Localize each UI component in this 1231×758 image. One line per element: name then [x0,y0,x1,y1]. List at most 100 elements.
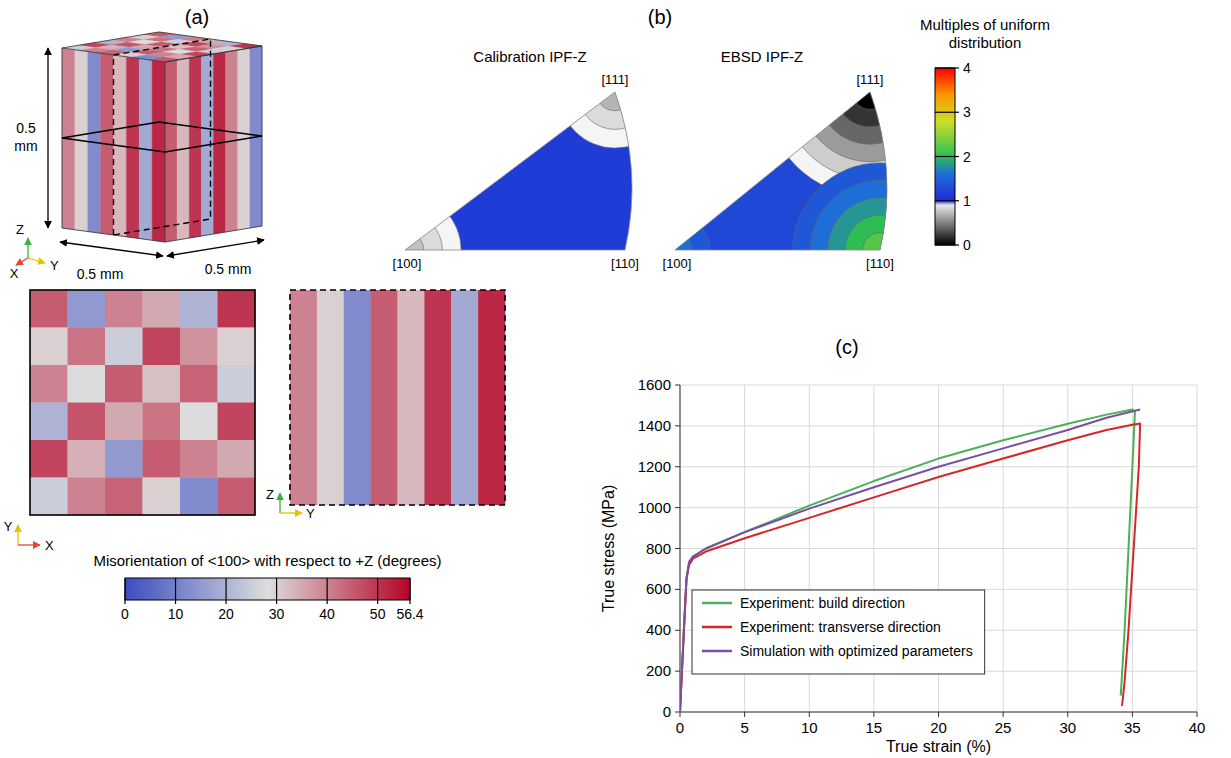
cube-edge [62,46,262,242]
section-plane-dashed [114,39,211,235]
grain-cell [68,365,106,403]
figure: (a)0.5mm0.5 mm0.5 mmZXYYXZYMisorientatio… [0,0,1231,758]
grain-cell [143,290,181,328]
colorbar-tick-label: 0 [963,237,971,253]
grid-line [680,385,681,712]
tick-label: 10 [801,719,818,736]
colorbar-title: Multiples of uniform [920,16,1050,33]
grain-stripe [451,290,478,505]
ipf-outline [675,92,887,250]
grain-cell [180,365,218,403]
grain-cell [143,440,181,478]
colorbar-tick [124,578,125,604]
tick [675,385,680,386]
colorbar-tick-label: 1 [963,193,971,209]
tick-label: 800 [646,540,671,557]
tick [1003,712,1004,717]
tick [938,712,939,717]
grid-line [680,385,1197,386]
ipf-title: Calibration IPF-Z [473,48,586,65]
grain-cell [30,365,68,403]
tick [1067,712,1068,717]
map-border [290,290,505,505]
tick [675,712,680,713]
dimension-label: mm [14,138,37,154]
grain-cell [143,403,181,441]
grain-cell [180,440,218,478]
tick [675,507,680,508]
tick-label: 1200 [638,458,671,475]
grain-stripe [344,290,371,505]
grid-line [680,548,1197,549]
grid-line [680,507,1197,508]
pole-label: [110] [866,256,894,271]
xy-map [30,290,255,515]
colorbar-tick-label: 30 [269,606,285,622]
tick [1132,712,1133,717]
grid [680,385,1197,712]
arrow [279,493,280,513]
colorbar-tick-label: 40 [319,606,335,622]
colorbar-tick [225,578,226,604]
colorbar-tick [175,578,176,604]
axis-title: True stress (MPa) [600,485,617,612]
legend-swatch [702,626,732,629]
legend-box [692,590,985,674]
arrow [27,238,28,258]
colorbar-tick [935,200,959,201]
axis-letter: Y [4,519,13,534]
grain-cell [30,290,68,328]
tick-label: 15 [866,719,883,736]
x-axis [680,712,1197,713]
tick [675,548,680,549]
grid-line [680,712,1197,713]
grain-cell [218,440,256,478]
arrow [60,242,163,256]
pole-label: [100] [393,256,422,271]
ipf-map [640,0,974,337]
grain-cell [218,365,256,403]
arrow [28,258,45,263]
cube [62,32,262,242]
colorbar-tick-label: 56.4 [396,606,423,622]
yz-map [290,290,505,505]
ipf-map [349,36,671,306]
axis-letter: X [45,538,54,553]
colorbar-tick [935,67,959,68]
colorbar-tick [377,578,378,604]
grain-cell [105,290,143,328]
tick [744,712,745,717]
colorbar-tick [327,578,328,604]
tick [675,589,680,590]
colorbar-tick-label: 4 [963,60,971,76]
colorbar-tick-label: 3 [963,104,971,120]
grain-cell [105,403,143,441]
grain-cell [180,403,218,441]
section-plane [62,122,262,152]
colorbar-tick [409,578,410,604]
grain-cell [148,57,181,62]
grid-line [680,425,1197,426]
grain-cell [105,365,143,403]
grain-cell [68,403,106,441]
tick [873,712,874,717]
colorbar-title: Misorientation of <100> with respect to … [93,552,441,569]
grain-cell [68,478,106,516]
tick-label: 25 [995,719,1012,736]
grain-stripe [371,290,398,505]
axis-letter: X [10,266,19,281]
series-line [680,410,1135,712]
series-line [680,410,1140,712]
colorbar-tick [935,156,959,157]
grain-cell [143,365,181,403]
colorbar-tick-label: 50 [370,606,386,622]
panel-label: (c) [835,336,858,358]
arrow [47,48,48,228]
grain-cell [105,478,143,516]
grain-cell [180,290,218,328]
pole-label: [111] [602,72,629,87]
colorbar-tick-label: 10 [168,606,184,622]
grain-cell [30,328,68,366]
map-border [30,290,255,515]
grain-cell [143,478,181,516]
